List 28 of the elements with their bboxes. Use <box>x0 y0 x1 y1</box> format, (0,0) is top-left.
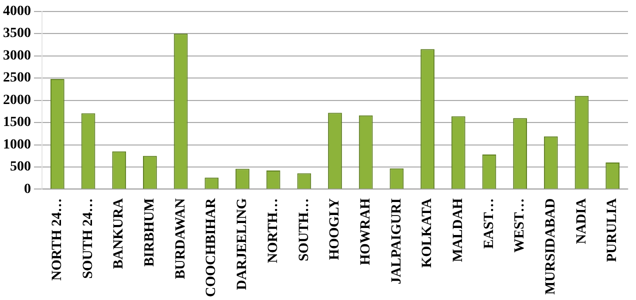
y-tick-label: 2000 <box>3 92 31 108</box>
x-tick-label: NADIA <box>574 197 590 244</box>
x-tick-label: MURSIDABAD <box>544 198 559 295</box>
y-tick-label: 2500 <box>3 70 31 86</box>
x-tick-label: NORTH 24… <box>50 198 66 281</box>
x-tick-label: SOUTH 24… <box>80 198 96 279</box>
x-tick-label: BIRBHUM <box>142 198 158 267</box>
y-tick-label: 0 <box>24 182 31 197</box>
x-tick-label: NORTH… <box>266 198 281 264</box>
y-tick-label: 1500 <box>3 115 31 130</box>
x-tick-label: KOLKATA <box>420 197 436 268</box>
y-tick-label: 500 <box>10 160 31 175</box>
x-tick-label: BANKURA <box>112 197 127 269</box>
y-tick-label: 4000 <box>3 4 31 20</box>
x-tick-label: BURDAWAN <box>173 198 188 280</box>
x-tick-label: PURULIA <box>605 197 620 262</box>
x-tick-label: DARJEELING <box>235 198 250 290</box>
x-tick-label: SOUTH… <box>296 198 312 262</box>
x-tick-label: JALPAIGURI <box>389 198 404 284</box>
x-tick-label: MALDAH <box>450 198 466 262</box>
y-tick-label: 3500 <box>3 26 31 42</box>
x-tick-label: EAST… <box>482 198 497 249</box>
y-tick-label: 3000 <box>3 48 31 64</box>
x-tick-label: HOWRAH <box>358 198 374 266</box>
x-tick-label: WEST… <box>512 198 528 253</box>
y-tick-label: 1000 <box>3 137 31 152</box>
x-tick-label: COOCHBIHAR <box>204 197 220 298</box>
x-tick-label: HOOGLY <box>328 198 343 260</box>
